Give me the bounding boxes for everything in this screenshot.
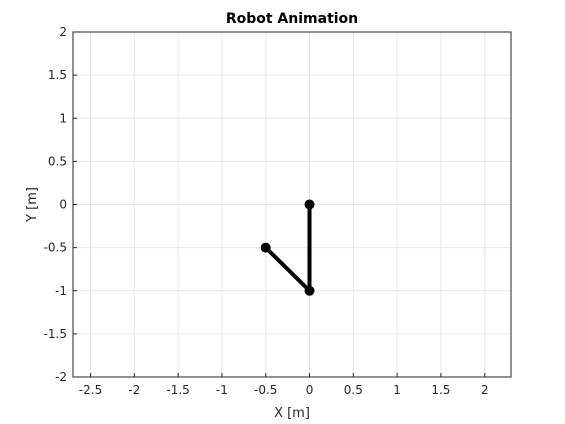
- y-tick-label: 0: [59, 198, 67, 212]
- x-tick-label: 1.5: [431, 383, 450, 397]
- x-tick-label: 0.5: [344, 383, 363, 397]
- chart-title: Robot Animation: [226, 11, 358, 27]
- joint-point: [260, 242, 271, 253]
- series-layer: [260, 199, 315, 296]
- x-tick-label: -0.5: [254, 383, 277, 397]
- y-tick-label: 0.5: [48, 154, 67, 168]
- y-tick-label: -2: [55, 370, 67, 384]
- x-tick-label: -2: [128, 383, 140, 397]
- y-tick-label: -1.5: [44, 327, 67, 341]
- y-tick-label: -1: [55, 284, 67, 298]
- joint-point: [304, 199, 315, 210]
- x-tick-label: 2: [481, 383, 489, 397]
- x-tick-label: -2.5: [79, 383, 102, 397]
- x-tick-label: -1.5: [166, 383, 189, 397]
- x-tick-label: -1: [216, 383, 228, 397]
- y-axis-ticks: -2 -1.5 -1 -0.5 0 0.5 1 1.5 2: [44, 25, 77, 384]
- y-tick-label: 1.5: [48, 68, 67, 82]
- y-tick-label: -0.5: [44, 241, 67, 255]
- y-axis-label: Y [m]: [25, 187, 40, 223]
- y-tick-label: 2: [59, 25, 67, 39]
- y-tick-label: 1: [59, 111, 67, 125]
- joint-point: [304, 285, 315, 296]
- x-tick-label: 0: [306, 383, 314, 397]
- x-tick-label: 1: [393, 383, 401, 397]
- x-axis-label: X [m]: [274, 406, 310, 421]
- x-axis-ticks: -2.5 -2 -1.5 -1 -0.5 0 0.5 1 1.5 2: [79, 373, 489, 397]
